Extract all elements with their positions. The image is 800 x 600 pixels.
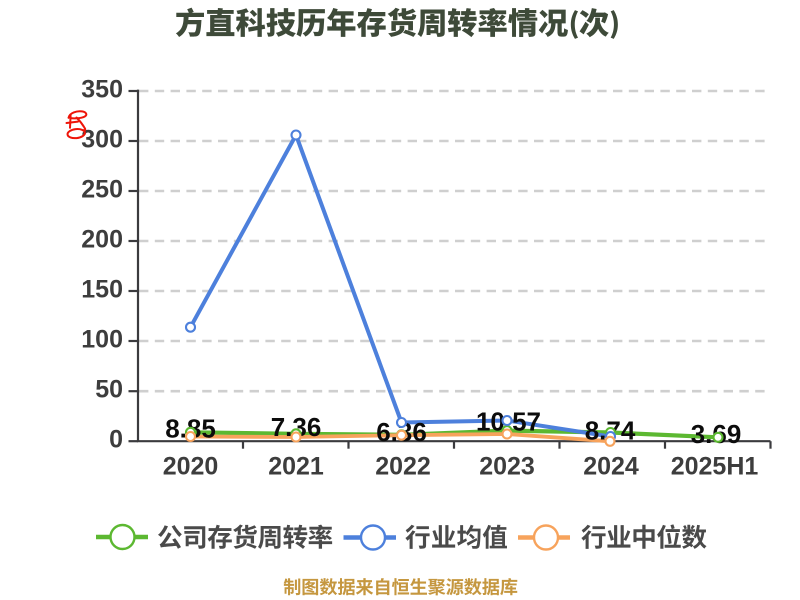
svg-text:50: 50 <box>95 376 123 404</box>
svg-text:2025H1: 2025H1 <box>671 453 759 481</box>
svg-text:100: 100 <box>81 326 123 354</box>
svg-text:2024: 2024 <box>583 453 639 481</box>
svg-text:150: 150 <box>81 276 123 304</box>
svg-text:2021: 2021 <box>268 453 324 481</box>
svg-text:2023: 2023 <box>479 453 535 481</box>
svg-text:300: 300 <box>81 126 123 154</box>
svg-text:350: 350 <box>81 76 123 104</box>
svg-text:2020: 2020 <box>163 453 219 481</box>
svg-text:250: 250 <box>81 176 123 204</box>
svg-text:2022: 2022 <box>375 453 431 481</box>
svg-text:200: 200 <box>81 226 123 254</box>
svg-text:0: 0 <box>109 426 123 454</box>
